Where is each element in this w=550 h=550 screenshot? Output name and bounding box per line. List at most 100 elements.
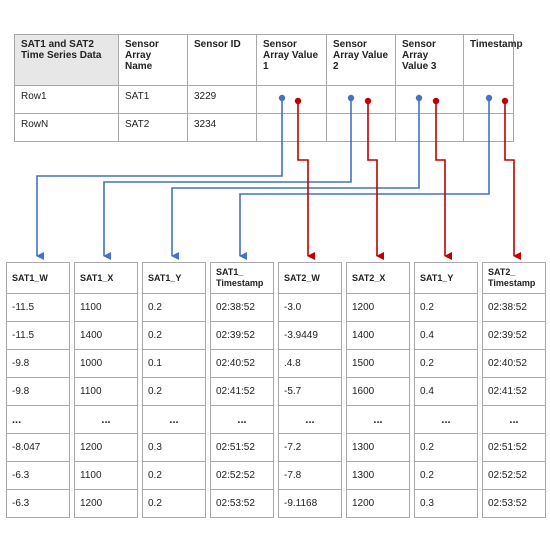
column-header: SAT1_W xyxy=(7,263,69,294)
column-cell: 02:38:52 xyxy=(211,294,273,322)
column-cell: 0.2 xyxy=(415,294,477,322)
column-cell: 1300 xyxy=(347,434,409,462)
column-cell: 02:39:52 xyxy=(211,322,273,350)
column-cell: 1200 xyxy=(75,490,137,518)
table-row: RowN SAT2 3234 xyxy=(14,113,514,142)
column-cell: 1400 xyxy=(75,322,137,350)
column-cell: -9.1168 xyxy=(279,490,341,518)
column-cell: 0.4 xyxy=(415,322,477,350)
column-cell: 1300 xyxy=(347,462,409,490)
column-cell: ... xyxy=(483,406,545,434)
column-cell: 1400 xyxy=(347,322,409,350)
column-header: SAT2_X xyxy=(347,263,409,294)
column-cell: -7.8 xyxy=(279,462,341,490)
column-cell: -3.0 xyxy=(279,294,341,322)
table-cell xyxy=(463,113,514,142)
column-cell: ... xyxy=(143,406,205,434)
table-cell xyxy=(395,113,464,142)
column-header: SAT1_X xyxy=(75,263,137,294)
table-row: Row1 SAT1 3229 xyxy=(14,85,514,114)
table-cell: Row1 xyxy=(14,85,119,114)
column-cell: 02:51:52 xyxy=(211,434,273,462)
column-cell: -6.3 xyxy=(7,462,69,490)
header-cell: Sensor Array Value 2 xyxy=(326,34,396,86)
column-cell: -6.3 xyxy=(7,490,69,518)
column-cell: ... xyxy=(279,406,341,434)
header-cell: Sensor Array Value 3 xyxy=(395,34,464,86)
column-cell: 02:53:52 xyxy=(211,490,273,518)
column-sat2-x: SAT2_X 1200 1400 1500 1600 ... 1300 1300… xyxy=(346,262,410,518)
column-cell: -9.8 xyxy=(7,350,69,378)
column-cell: 02:40:52 xyxy=(211,350,273,378)
column-cell: ... xyxy=(347,406,409,434)
column-cell: -8.047 xyxy=(7,434,69,462)
column-cell: 02:41:52 xyxy=(211,378,273,406)
table-cell: RowN xyxy=(14,113,119,142)
column-cell: -5.7 xyxy=(279,378,341,406)
header-cell: Timestamp xyxy=(463,34,523,86)
column-cell: 0.2 xyxy=(143,462,205,490)
table-cell: SAT1 xyxy=(118,85,188,114)
table-cell xyxy=(256,113,327,142)
column-cell: -7.2 xyxy=(279,434,341,462)
table-cell xyxy=(326,85,396,114)
column-cell: 1600 xyxy=(347,378,409,406)
column-cell: 1500 xyxy=(347,350,409,378)
column-sat1-timestamp: SAT1_ Timestamp 02:38:52 02:39:52 02:40:… xyxy=(210,262,274,518)
column-cell: 0.2 xyxy=(415,434,477,462)
column-header: SAT2_ Timestamp xyxy=(483,263,545,294)
column-cell: 1100 xyxy=(75,378,137,406)
column-sat1-y-second: SAT1_Y 0.2 0.4 0.2 0.4 ... 0.2 0.2 0.3 xyxy=(414,262,478,518)
column-cell: -11.5 xyxy=(7,294,69,322)
column-cell: 0.2 xyxy=(415,462,477,490)
column-header: SAT1_ Timestamp xyxy=(211,263,273,294)
column-cell: 0.2 xyxy=(143,490,205,518)
header-cell: Sensor Array Value 1 xyxy=(256,34,327,86)
column-sat1-y: SAT1_Y 0.2 0.2 0.1 0.2 ... 0.3 0.2 0.2 xyxy=(142,262,206,518)
table-cell xyxy=(395,85,464,114)
table-cell: 3229 xyxy=(187,85,257,114)
column-cell: 0.2 xyxy=(143,322,205,350)
column-cell: -9.8 xyxy=(7,378,69,406)
table-cell xyxy=(256,85,327,114)
column-header: SAT1_Y xyxy=(143,263,205,294)
table-cell: SAT2 xyxy=(118,113,188,142)
column-cell: 1200 xyxy=(347,294,409,322)
column-cell: 1100 xyxy=(75,462,137,490)
table-cell: 3234 xyxy=(187,113,257,142)
column-header: SAT2_W xyxy=(279,263,341,294)
column-sat2-w: SAT2_W -3.0 -3.9449 .4.8 -5.7 ... -7.2 -… xyxy=(278,262,342,518)
column-cell: 0.3 xyxy=(143,434,205,462)
column-cell: 0.2 xyxy=(415,350,477,378)
source-data-table: SAT1 and SAT2 Time Series Data Sensor Ar… xyxy=(14,34,523,142)
column-cell: 02:39:52 xyxy=(483,322,545,350)
column-cell: 0.4 xyxy=(415,378,477,406)
column-sat1-x: SAT1_X 1100 1400 1000 1100 ... 1200 1100… xyxy=(74,262,138,518)
column-sat1-w: SAT1_W -11.5 -11.5 -9.8 -9.8 ... -8.047 … xyxy=(6,262,70,518)
column-cell: 1000 xyxy=(75,350,137,378)
column-cell: 0.2 xyxy=(143,294,205,322)
column-cell: 02:53:52 xyxy=(483,490,545,518)
column-cell: .4.8 xyxy=(279,350,341,378)
column-cell: 02:52:52 xyxy=(211,462,273,490)
column-cell: 1100 xyxy=(75,294,137,322)
column-cell: 1200 xyxy=(347,490,409,518)
header-cell: SAT1 and SAT2 Time Series Data xyxy=(14,34,119,86)
column-cell: 02:52:52 xyxy=(483,462,545,490)
column-cell: 1200 xyxy=(75,434,137,462)
column-cell: -3.9449 xyxy=(279,322,341,350)
column-cell: 0.2 xyxy=(143,378,205,406)
table-header-row: SAT1 and SAT2 Time Series Data Sensor Ar… xyxy=(14,34,523,86)
header-cell: Sensor Array Name xyxy=(118,34,188,86)
column-cell: 02:38:52 xyxy=(483,294,545,322)
column-sat2-timestamp: SAT2_ Timestamp 02:38:52 02:39:52 02:40:… xyxy=(482,262,546,518)
column-header: SAT1_Y xyxy=(415,263,477,294)
column-cell: 02:40:52 xyxy=(483,350,545,378)
column-cell: ... xyxy=(75,406,137,434)
column-cell: ... xyxy=(7,406,69,434)
column-cell: 0.3 xyxy=(415,490,477,518)
column-cell: ... xyxy=(415,406,477,434)
table-cell xyxy=(463,85,514,114)
table-cell xyxy=(326,113,396,142)
column-cell: 02:41:52 xyxy=(483,378,545,406)
